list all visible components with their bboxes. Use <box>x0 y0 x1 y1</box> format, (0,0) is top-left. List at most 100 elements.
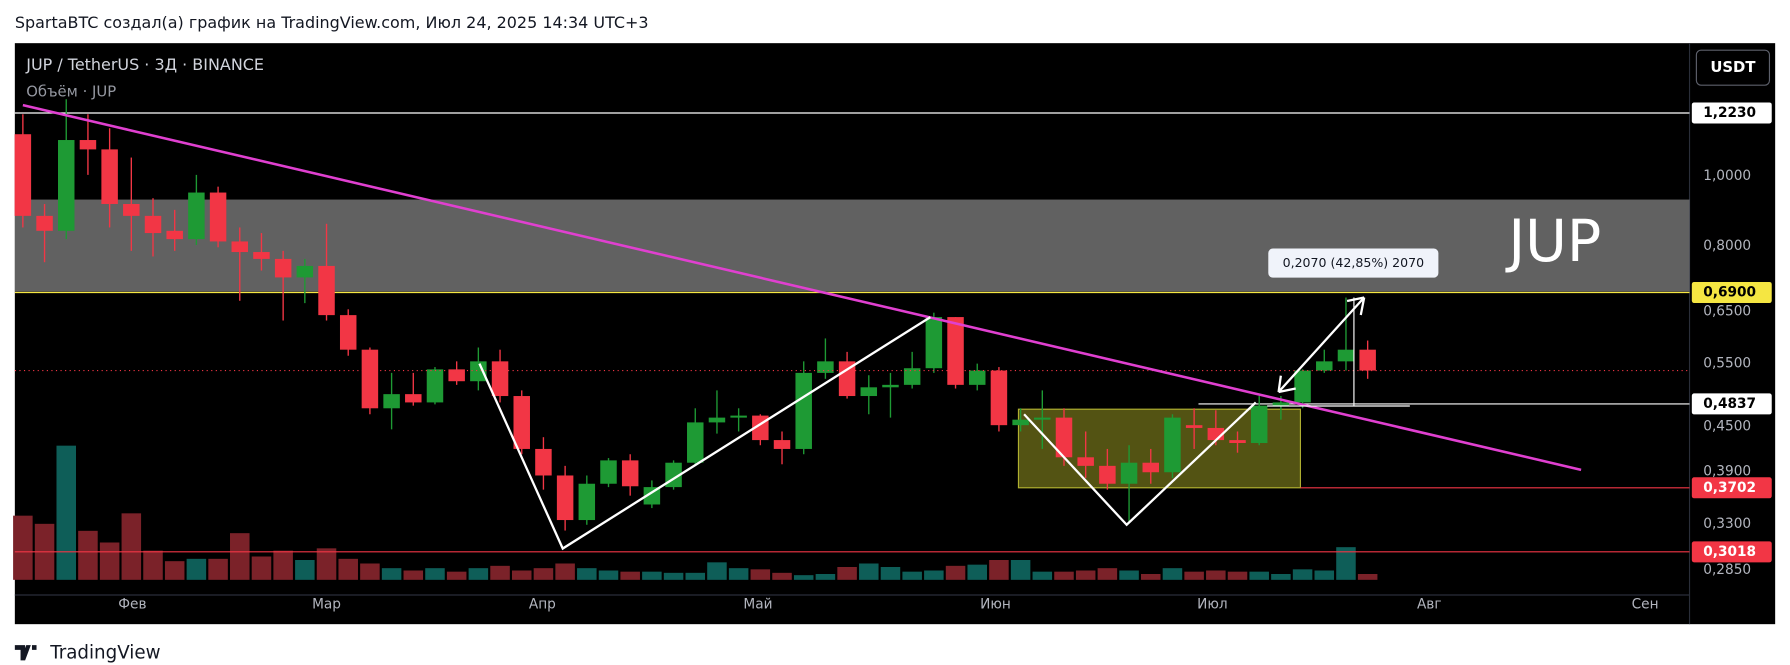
volume-bar <box>945 565 966 580</box>
volume-bar <box>511 570 532 580</box>
volume-bar <box>78 530 98 580</box>
pattern-line <box>478 316 931 551</box>
candle-body <box>1272 402 1290 406</box>
candle-body <box>448 369 465 382</box>
currency-button[interactable] <box>1695 49 1771 86</box>
candle-body <box>817 361 834 373</box>
resistance-zone <box>14 199 1690 292</box>
candle-body <box>1077 457 1094 466</box>
y-tick-label: 0,3300 <box>1703 516 1751 532</box>
logo-text: TradingView <box>49 642 160 663</box>
level-tag <box>1691 102 1772 124</box>
x-tick-label: Июн <box>980 596 1011 612</box>
candle-body <box>1055 417 1073 458</box>
volume-bar <box>880 567 901 580</box>
volume-bar <box>13 515 33 580</box>
level-tag <box>1691 477 1772 499</box>
candle-body <box>58 140 75 231</box>
header: SpartaBTC создал(а) график на TradingVie… <box>15 13 649 32</box>
volume-bar <box>989 560 1009 580</box>
x-tick-label: Апр <box>529 596 556 612</box>
volume-bar <box>230 533 250 580</box>
x-tick-label: Июл <box>1197 596 1228 612</box>
candle-body <box>578 483 596 521</box>
volume-bar <box>1032 571 1053 580</box>
candle-body <box>687 422 704 463</box>
volume-bar <box>490 565 510 580</box>
candle-body <box>643 487 661 505</box>
currency[interactable]: USDT <box>1710 58 1756 76</box>
level-label: 0,4837 <box>1703 396 1756 412</box>
candle-body <box>296 265 314 278</box>
x-tick-label: Мар <box>312 596 341 612</box>
candle-body <box>513 396 530 449</box>
level-label: 0,6900 <box>1703 284 1756 300</box>
candle-body <box>708 417 726 423</box>
candle-body <box>1099 465 1116 484</box>
volume-bar <box>728 568 749 580</box>
candle-body <box>188 192 205 240</box>
level-tag <box>1691 541 1772 563</box>
level-label: 0,3702 <box>1703 480 1756 496</box>
volume-bar <box>56 445 77 580</box>
candle-body <box>990 370 1008 426</box>
candle-body <box>253 252 270 259</box>
volume-bar <box>1227 571 1248 580</box>
x-tick-label: Авг <box>1417 596 1442 612</box>
volume-bar <box>1119 570 1139 580</box>
volume-bar <box>663 572 684 580</box>
volume-bar <box>924 570 944 580</box>
volume-bar <box>902 571 922 580</box>
volume-bar <box>208 558 228 580</box>
candle-body <box>925 317 943 369</box>
volume-bar <box>1075 570 1096 580</box>
measure-label: 0,2070 (42,85%) 2070 <box>1283 255 1424 270</box>
y-tick-label: 0,6500 <box>1703 303 1751 319</box>
level-label: 1,2230 <box>1703 105 1756 121</box>
candle-body <box>1250 405 1268 444</box>
y-tick-label: 0,8000 <box>1703 238 1751 254</box>
candle-body <box>123 203 140 216</box>
volume-bar <box>99 542 120 580</box>
volume-bar <box>772 572 792 580</box>
candle-body <box>600 460 617 484</box>
candle-body <box>968 370 986 385</box>
candle-body <box>1337 349 1355 362</box>
y-tick-label: 1,0000 <box>1703 168 1751 184</box>
chart-panel <box>14 43 1776 625</box>
candle-body <box>1142 462 1159 473</box>
volume-bar <box>316 548 337 580</box>
volume-bar <box>533 568 554 580</box>
candle-body <box>101 149 118 204</box>
candle-body <box>274 258 292 278</box>
pattern-line <box>1023 401 1257 527</box>
chart-title: JUP / TetherUS · 3Д · BINANCE <box>25 55 264 74</box>
volume-bar <box>360 563 380 580</box>
measure-box <box>1268 248 1439 278</box>
volume-bar <box>446 571 467 580</box>
volume-bar <box>186 558 207 580</box>
candle-body <box>1012 419 1029 426</box>
plot: 1,0000 0,8000 0,6500 0,5500 0,4500 0,3900 0,33… <box>13 99 1772 612</box>
volume-bar <box>859 563 879 580</box>
candle-body <box>470 361 487 382</box>
candle-body <box>231 241 249 253</box>
measure-arrow <box>1277 296 1366 394</box>
candle-body <box>773 440 791 449</box>
volume-bar <box>1357 574 1378 580</box>
volume-bar <box>468 568 489 580</box>
candle-body <box>795 372 812 449</box>
volume-bar <box>577 568 597 580</box>
volume-bar <box>620 571 640 580</box>
volume-bar <box>1010 560 1031 580</box>
volume-bar <box>403 570 424 580</box>
candle-body <box>144 215 162 234</box>
candle-body <box>1164 417 1181 473</box>
volume-bar <box>1162 568 1183 580</box>
x-tick-label: Сен <box>1632 596 1659 612</box>
candle-body <box>383 394 400 409</box>
trendline <box>22 103 1582 472</box>
volume-bar <box>1097 568 1118 580</box>
